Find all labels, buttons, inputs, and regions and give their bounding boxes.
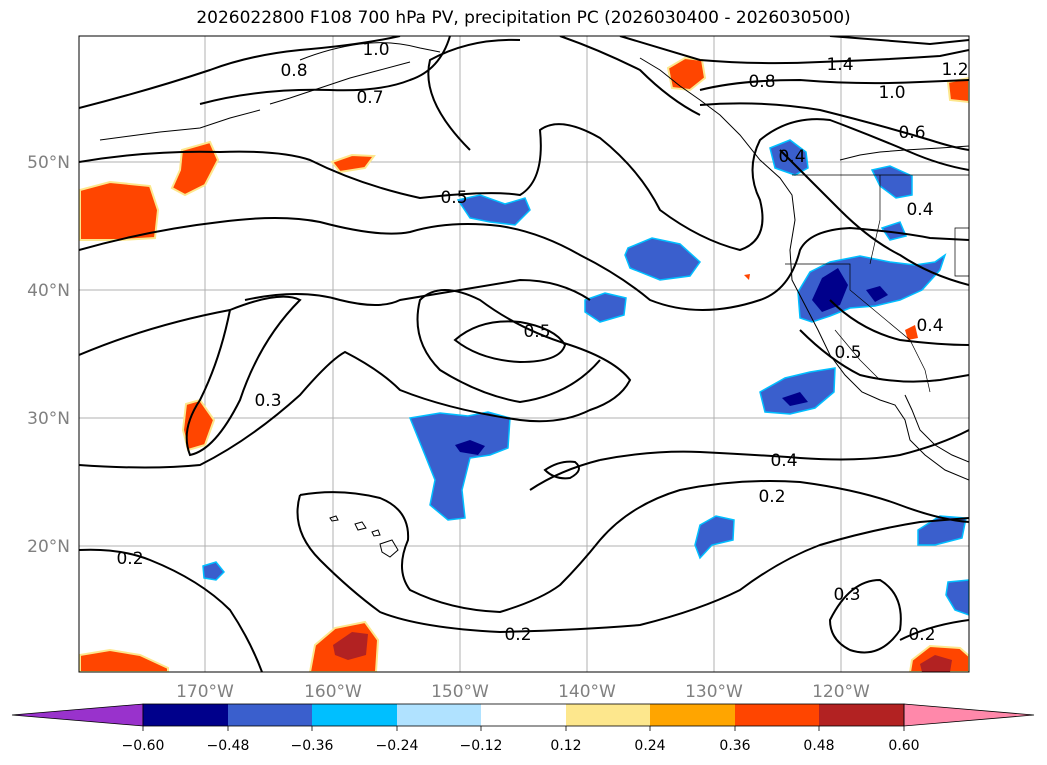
- colorbar-tick: −0.24: [376, 738, 419, 754]
- contour-label: 0.4: [778, 147, 805, 167]
- precip-positive-areas: [79, 56, 969, 672]
- lon-tick: 140°W: [558, 682, 616, 702]
- contour-labels: 1.0 0.8 0.7 1.4 0.8 1.2 1.0 0.6 0.5 0.4 …: [116, 40, 968, 645]
- map-border: [78, 35, 970, 673]
- lon-tick: 130°W: [685, 682, 743, 702]
- contour-label: 0.8: [280, 61, 307, 81]
- colorbar-segment: [481, 704, 566, 726]
- contour-label: 1.0: [362, 40, 389, 60]
- contour-label: 0.3: [254, 391, 281, 411]
- contour-label: 0.3: [833, 585, 860, 605]
- colorbar-extend-high: [903, 703, 1035, 727]
- map-title: 2026022800 F108 700 hPa PV, precipitatio…: [196, 8, 851, 28]
- colorbar-tick: −0.60: [122, 738, 165, 754]
- lat-tick: 30°N: [27, 409, 70, 429]
- lon-tick: 160°W: [304, 682, 362, 702]
- contour-label: 0.2: [116, 549, 143, 569]
- colorbar-tick: 0.36: [719, 738, 750, 754]
- colorbar-tick: 0.12: [550, 738, 581, 754]
- colorbar-segment: [566, 704, 650, 726]
- colorbar-tick: 0.48: [803, 738, 834, 754]
- colorbar-segment: [228, 704, 312, 726]
- contour-label: 0.7: [356, 88, 383, 108]
- coastlines: [99, 42, 969, 481]
- lon-tick-labels: 170°W 160°W 150°W 140°W 130°W 120°W: [176, 682, 870, 702]
- colorbar-segment: [650, 704, 735, 726]
- colorbar: −0.60 −0.48 −0.36 −0.24 −0.12 0.12 0.24 …: [11, 703, 1035, 754]
- contour-label: 0.8: [748, 72, 775, 92]
- colorbar-tick: −0.36: [291, 738, 334, 754]
- contour-label: 0.2: [504, 625, 531, 645]
- contour-label: 0.5: [834, 343, 861, 363]
- lat-tick-labels: 50°N 40°N 30°N 20°N: [27, 153, 70, 557]
- contour-label: 0.4: [770, 451, 797, 471]
- contour-label: 0.4: [916, 316, 943, 336]
- contour-label: 0.4: [906, 200, 933, 220]
- lon-tick: 170°W: [176, 682, 234, 702]
- contour-label: 0.2: [908, 625, 935, 645]
- contour-label: 0.5: [440, 188, 467, 208]
- contour-label: 0.6: [898, 123, 925, 143]
- lat-tick: 20°N: [27, 537, 70, 557]
- borders: [785, 174, 969, 393]
- lat-tick: 40°N: [27, 281, 70, 301]
- colorbar-tick: 0.60: [888, 738, 919, 754]
- pv-contours: [79, 36, 969, 672]
- colorbar-segment: [397, 704, 481, 726]
- contour-label: 0.2: [758, 487, 785, 507]
- colorbar-tick: −0.12: [460, 738, 503, 754]
- lat-tick: 50°N: [27, 153, 70, 173]
- contour-label: 0.5: [523, 322, 550, 342]
- map-area: [79, 36, 969, 672]
- colorbar-segment: [143, 704, 228, 726]
- colorbar-segment: [312, 704, 397, 726]
- colorbar-tick: −0.48: [207, 738, 250, 754]
- colorbar-segment: [735, 704, 819, 726]
- contour-label: 1.2: [941, 60, 968, 80]
- contour-label: 1.4: [826, 55, 853, 75]
- colorbar-extend-low: [11, 703, 144, 727]
- contour-label: 1.0: [878, 83, 905, 103]
- hawaii-islands: [329, 515, 399, 558]
- colorbar-tick: 0.24: [634, 738, 665, 754]
- colorbar-segment: [819, 704, 904, 726]
- lon-tick: 120°W: [812, 682, 870, 702]
- lon-tick: 150°W: [431, 682, 489, 702]
